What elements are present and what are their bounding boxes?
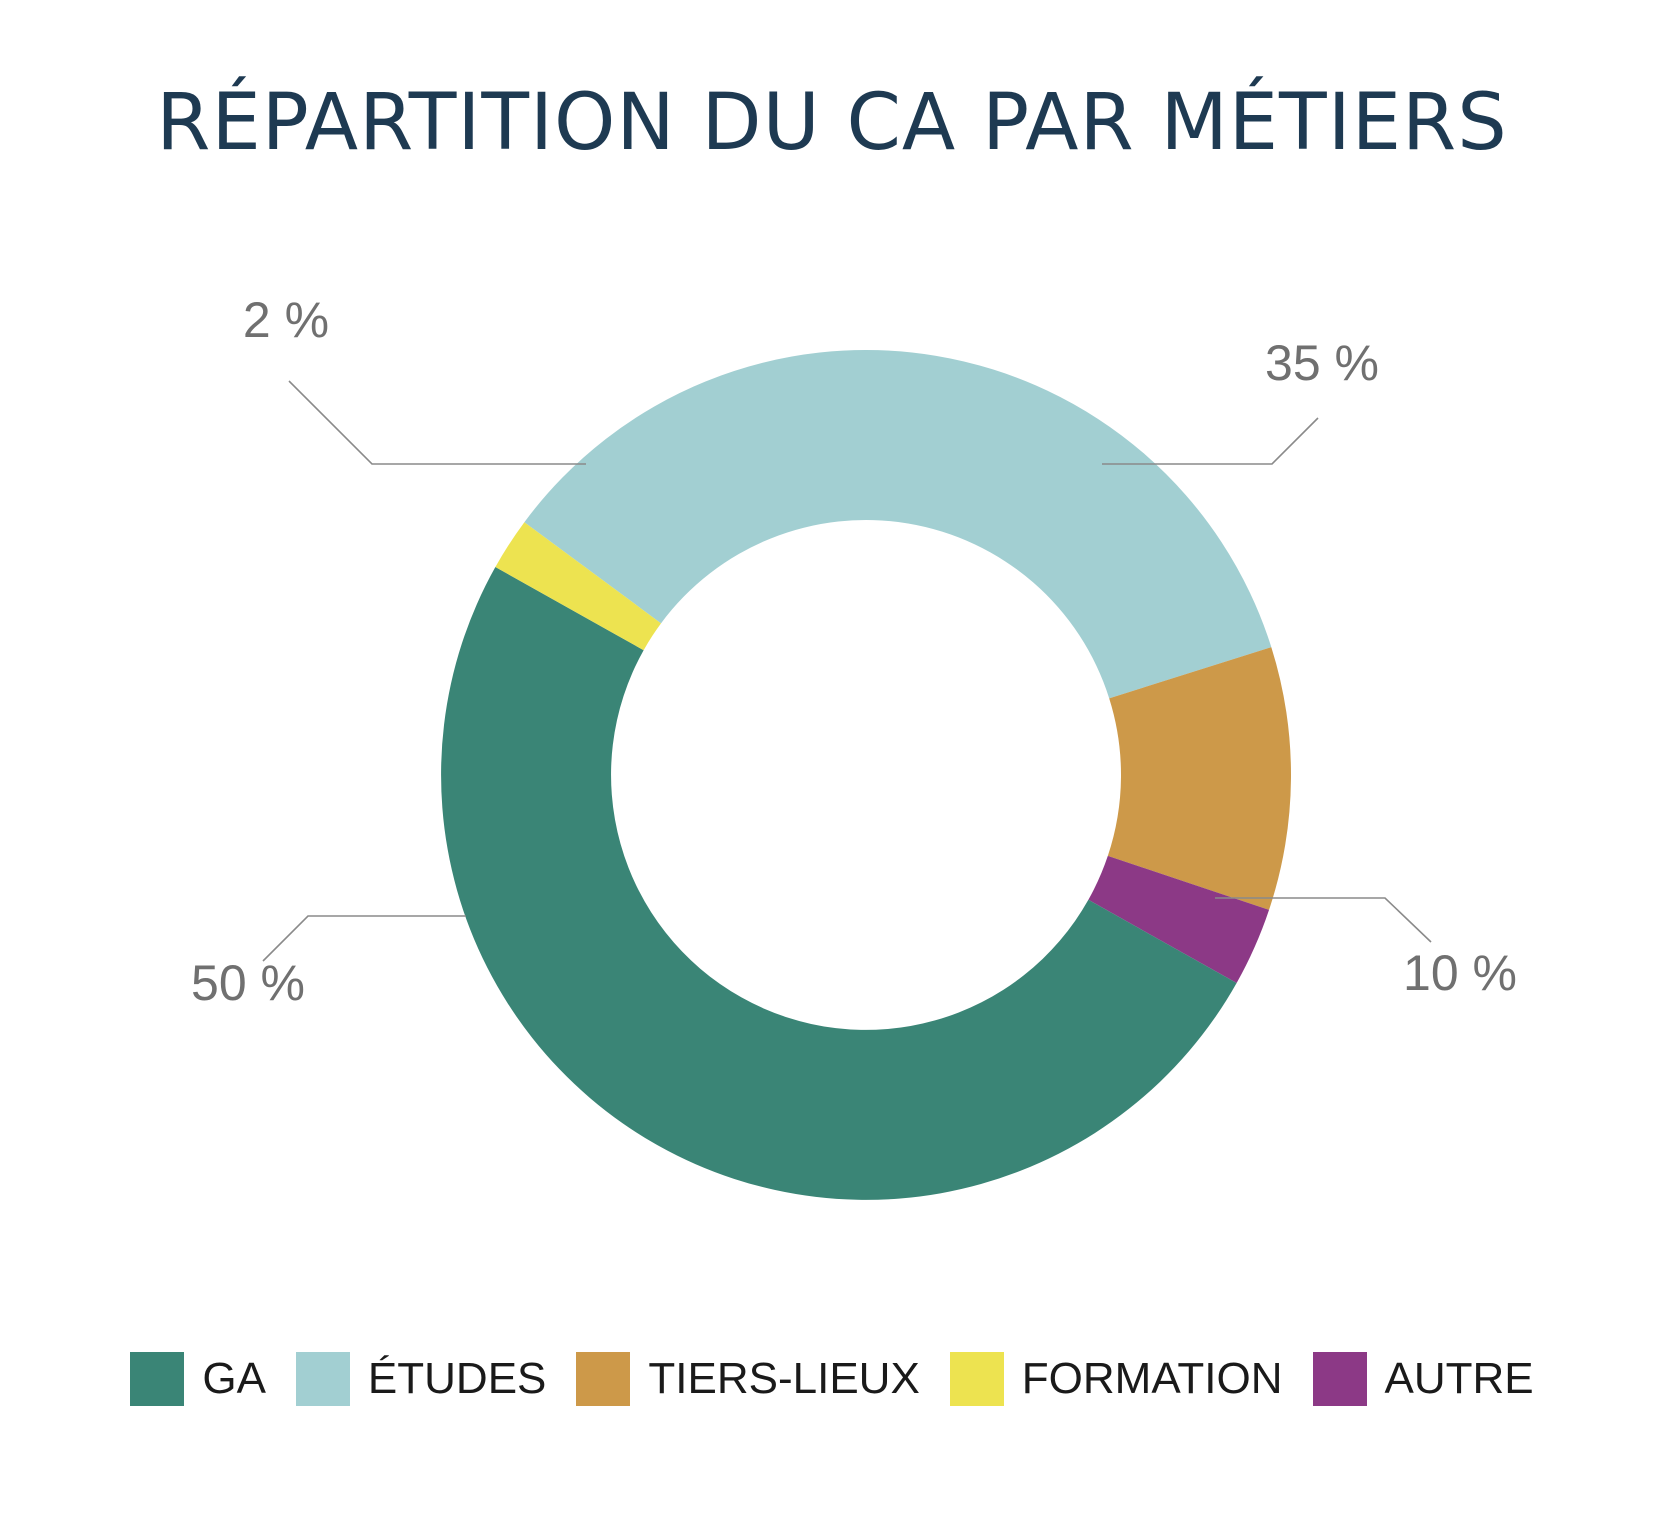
slice-labels: 50 % 35 % 10 % 2 %	[191, 292, 1517, 1011]
legend-label: GA	[202, 1354, 266, 1403]
leader-line-etudes	[1102, 417, 1319, 465]
leader-line-formation	[288, 380, 586, 465]
legend-swatch	[1312, 1352, 1367, 1406]
legend-item-autre: AUTRE	[1312, 1352, 1534, 1406]
legend-item-tiers-lieux: TIERS-LIEUX	[576, 1352, 920, 1406]
legend-label: FORMATION	[1021, 1354, 1283, 1403]
leader-line-ga	[262, 915, 466, 962]
slice-tiers-lieux	[1107, 647, 1292, 910]
slice-label-tiers-lieux: 10 %	[1403, 945, 1517, 1001]
leader-lines	[262, 380, 1432, 962]
slice-formation	[495, 522, 662, 651]
legend-swatch	[130, 1352, 185, 1406]
legend-label: ÉTUDES	[367, 1354, 547, 1403]
legend-label: TIERS-LIEUX	[648, 1354, 920, 1403]
leader-line-tiers-lieux	[1215, 897, 1432, 943]
legend-swatch	[576, 1352, 631, 1406]
legend-item-etudes: ÉTUDES	[295, 1352, 547, 1406]
chart-title: RÉPARTITION DU CA PAR MÉTIERS	[156, 78, 1508, 168]
slice-etudes	[524, 349, 1272, 699]
slice-label-ga: 50 %	[191, 955, 305, 1011]
legend: GA ÉTUDES TIERS-LIEUX FORMATION AUTRE	[0, 1352, 1664, 1406]
legend-item-ga: GA	[130, 1352, 266, 1406]
legend-swatch	[295, 1352, 350, 1406]
slice-autre	[1088, 855, 1270, 983]
legend-label: AUTRE	[1384, 1354, 1534, 1403]
slice-label-etudes: 35 %	[1265, 335, 1379, 391]
donut-slices	[441, 349, 1292, 1200]
slice-ga	[441, 567, 1237, 1200]
legend-swatch	[949, 1352, 1004, 1406]
legend-item-formation: FORMATION	[949, 1352, 1283, 1406]
slice-label-formation: 2 %	[243, 292, 329, 348]
